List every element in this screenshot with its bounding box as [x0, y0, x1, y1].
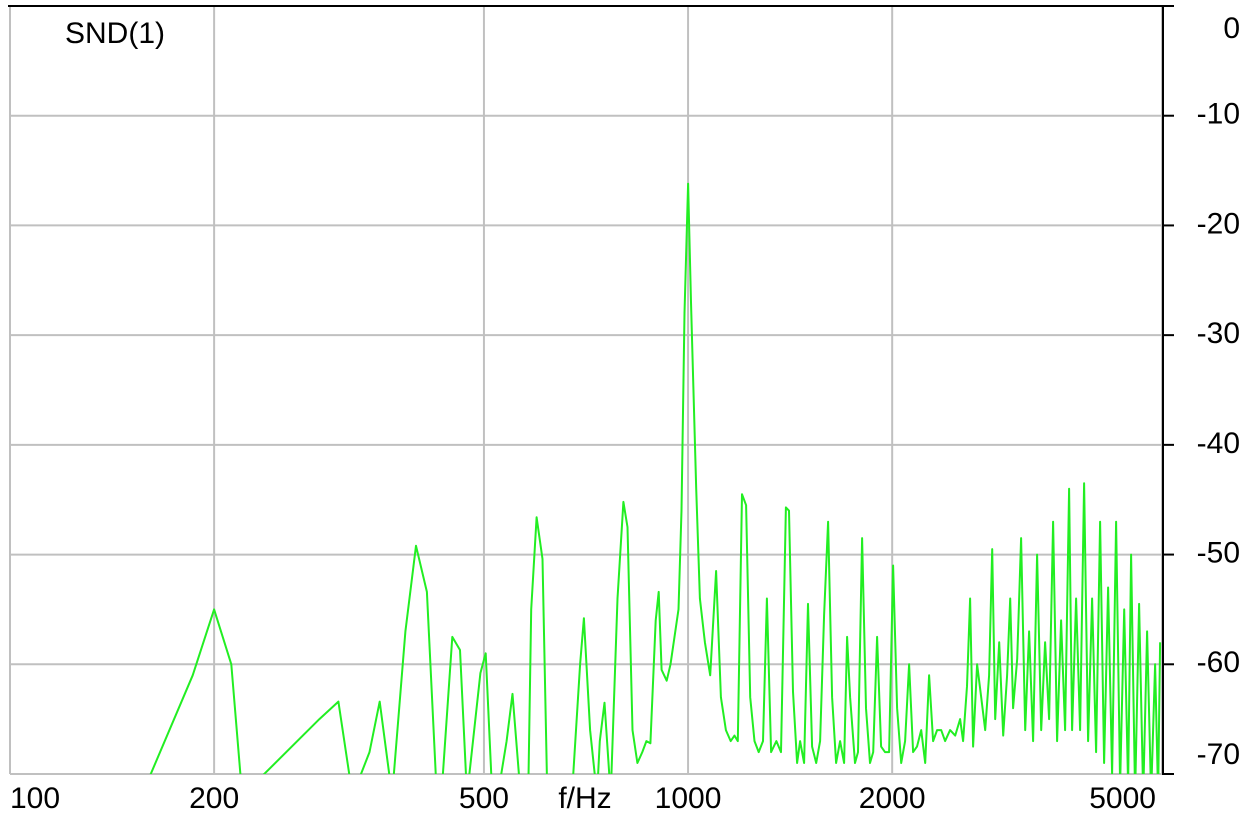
x-tick-label: 5000	[1089, 782, 1156, 815]
y-tick-label: -60	[1197, 646, 1240, 679]
x-tick-label: 200	[189, 782, 239, 815]
x-tick-label: 100	[10, 782, 60, 815]
x-tick-label: 500	[459, 782, 509, 815]
y-tick-label: -40	[1197, 427, 1240, 460]
x-tick-label: 2000	[859, 782, 926, 815]
y-tick-label: -50	[1197, 536, 1240, 569]
y-tick-label: 0	[1223, 12, 1240, 45]
x-axis-label: f/Hz	[558, 782, 611, 815]
series-label: SND(1)	[65, 17, 165, 50]
y-tick-label: -70	[1197, 738, 1240, 771]
x-tick-label: 1000	[655, 782, 722, 815]
y-tick-label: -10	[1197, 98, 1240, 131]
plot-area	[149, 182, 1162, 774]
y-tick-label: -30	[1197, 317, 1240, 350]
y-tick-label: -20	[1197, 207, 1240, 240]
series-line	[149, 182, 1162, 774]
